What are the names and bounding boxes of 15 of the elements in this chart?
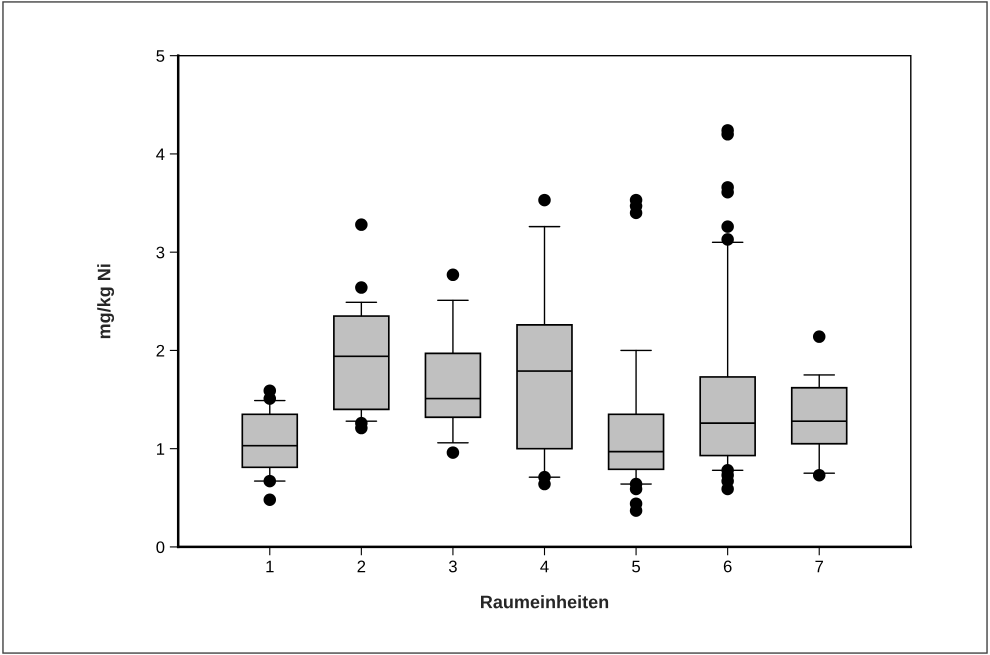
y-tick-label: 0 — [156, 541, 164, 554]
y-axis-title: mg/kg Ni — [97, 264, 114, 338]
x-tick-label: 1 — [266, 560, 274, 572]
x-tick-label: 6 — [724, 560, 732, 572]
x-tick-label: 2 — [358, 560, 366, 572]
x-tick-label: 7 — [815, 560, 824, 572]
y-tick-label: 5 — [156, 50, 164, 62]
y-tick-label: 4 — [156, 148, 165, 160]
x-tick-label: 5 — [632, 560, 640, 572]
x-tick-label: 4 — [540, 560, 549, 572]
y-tick-label: 1 — [157, 443, 164, 455]
y-tick-label: 3 — [156, 246, 164, 258]
x-axis-title: Raumeinheiten — [481, 595, 608, 608]
y-tick-label: 2 — [156, 344, 164, 356]
x-tick-label: 3 — [448, 560, 457, 572]
